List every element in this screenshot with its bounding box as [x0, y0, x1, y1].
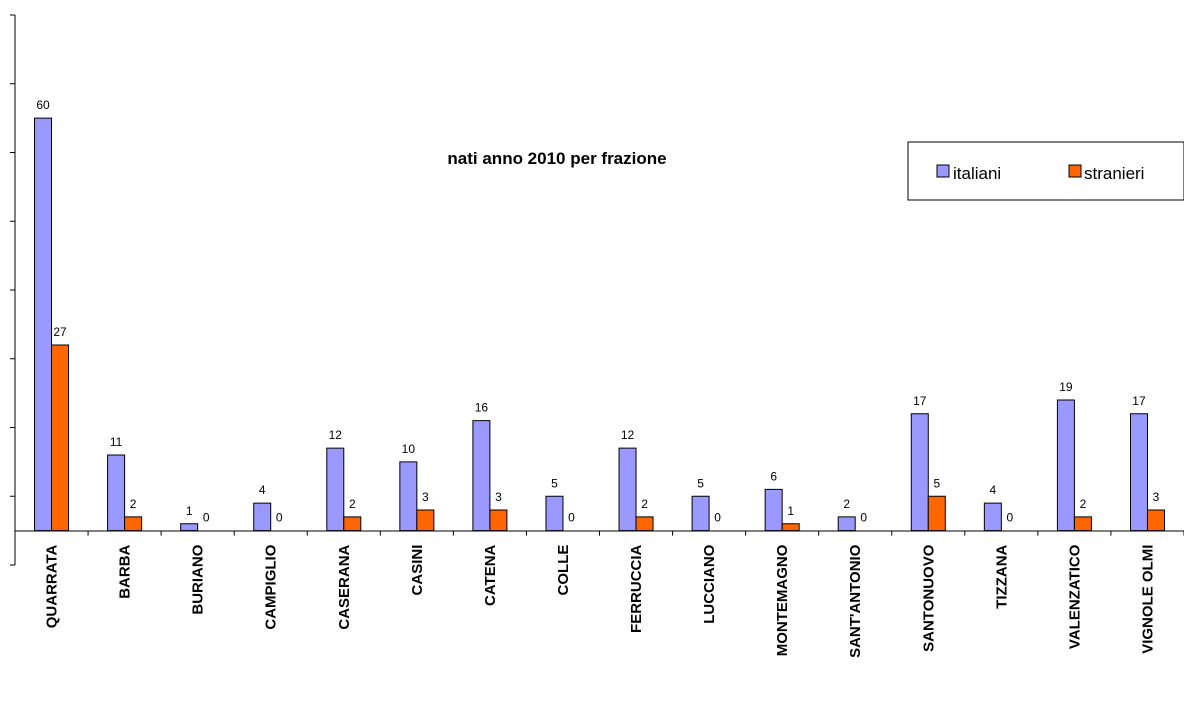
category-label: LUCCIANO	[701, 544, 718, 623]
data-label-italiani: 1	[186, 504, 193, 518]
data-label-stranieri: 3	[1153, 490, 1160, 504]
data-label-italiani: 12	[621, 428, 635, 442]
data-label-italiani: 17	[913, 394, 927, 408]
bar-italiani	[399, 461, 418, 532]
data-label-stranieri: 0	[203, 511, 210, 525]
bar-italiani	[983, 502, 1002, 532]
data-label-stranieri: 5	[933, 476, 940, 490]
legend-label-italiani: italiani	[953, 164, 1001, 183]
bar-italiani	[910, 413, 929, 532]
data-label-italiani: 6	[770, 469, 777, 483]
category-label: BURIANO	[190, 544, 207, 614]
data-label-italiani: 12	[329, 428, 343, 442]
bar-italiani	[837, 516, 856, 532]
category-label: MONTEMAGNO	[774, 544, 791, 656]
data-label-italiani: 10	[402, 442, 416, 456]
chart-title: nati anno 2010 per frazione	[447, 149, 666, 168]
legend-box	[907, 141, 1184, 201]
bar-italiani	[1129, 413, 1148, 532]
category-label: VIGNOLE OLMI	[1139, 545, 1156, 654]
bar-stranieri	[1073, 516, 1092, 532]
data-label-stranieri: 1	[787, 504, 794, 518]
legend-swatch-italiani	[936, 164, 950, 178]
bar-stranieri	[635, 516, 654, 532]
data-label-italiani: 5	[551, 476, 558, 490]
category-label: CASERANA	[336, 544, 353, 629]
data-label-stranieri: 2	[1080, 497, 1087, 511]
bar-stranieri	[51, 344, 70, 532]
bar-italiani	[618, 447, 637, 532]
data-label-italiani: 60	[36, 98, 50, 112]
category-label: QUARRATA	[44, 544, 61, 628]
data-label-stranieri: 0	[714, 511, 721, 525]
bar-italiani	[472, 420, 491, 532]
data-label-stranieri: 2	[130, 497, 137, 511]
data-label-stranieri: 0	[1007, 511, 1014, 525]
data-label-stranieri: 3	[422, 490, 429, 504]
category-label: FERRUCCIA	[628, 544, 645, 632]
data-label-italiani: 16	[475, 401, 489, 415]
data-label-stranieri: 2	[641, 497, 648, 511]
bar-italiani	[545, 495, 564, 532]
category-label: BARBA	[117, 544, 134, 598]
bar-stranieri	[1146, 509, 1165, 532]
data-label-stranieri: 2	[349, 497, 356, 511]
category-label: TIZZANA	[993, 544, 1010, 608]
bar-stranieri	[124, 516, 143, 532]
category-label: CAMPIGLIO	[263, 544, 280, 629]
data-label-italiani: 2	[843, 497, 850, 511]
data-label-italiani: 17	[1132, 394, 1146, 408]
data-label-stranieri: 0	[568, 511, 575, 525]
data-label-stranieri: 0	[860, 511, 867, 525]
data-label-stranieri: 3	[495, 490, 502, 504]
category-label: SANTONUOVO	[920, 544, 937, 652]
data-label-stranieri: 0	[276, 511, 283, 525]
x-axis-ticks	[14, 530, 1184, 536]
legend: italiani stranieri	[907, 141, 1184, 201]
category-label: VALENZATICO	[1066, 544, 1083, 649]
category-label: CATENA	[482, 544, 499, 606]
data-label-italiani: 4	[990, 483, 997, 497]
data-label-italiani: 4	[259, 483, 266, 497]
category-labels: QUARRATA BARBA BURIANO CAMPIGLIO CASERANA CAS…	[44, 544, 1157, 658]
legend-label-stranieri: stranieri	[1084, 164, 1144, 183]
bar-italiani	[691, 495, 710, 532]
bar-stranieri	[927, 495, 946, 532]
data-label-stranieri: 27	[53, 325, 67, 339]
bar-stranieri	[489, 509, 508, 532]
bar-stranieri	[781, 523, 800, 532]
bar-italiani	[180, 523, 199, 532]
data-label-italiani: 5	[697, 476, 704, 490]
bar-stranieri	[416, 509, 435, 532]
category-label: COLLE	[555, 545, 572, 596]
bars	[34, 117, 1165, 532]
y-axis-ticks	[10, 14, 15, 566]
bar-italiani	[253, 502, 272, 532]
legend-swatch-stranieri	[1068, 164, 1082, 178]
bar-italiani	[1056, 399, 1075, 532]
bar-italiani	[764, 488, 783, 532]
bar-italiani	[34, 117, 53, 532]
bar-italiani	[326, 447, 345, 532]
category-label: SANT'ANTONIO	[847, 544, 864, 658]
bar-italiani	[107, 454, 126, 532]
category-label: CASINI	[409, 545, 426, 596]
data-label-italiani: 19	[1059, 380, 1073, 394]
data-label-italiani: 11	[110, 435, 123, 449]
bar-stranieri	[343, 516, 362, 532]
